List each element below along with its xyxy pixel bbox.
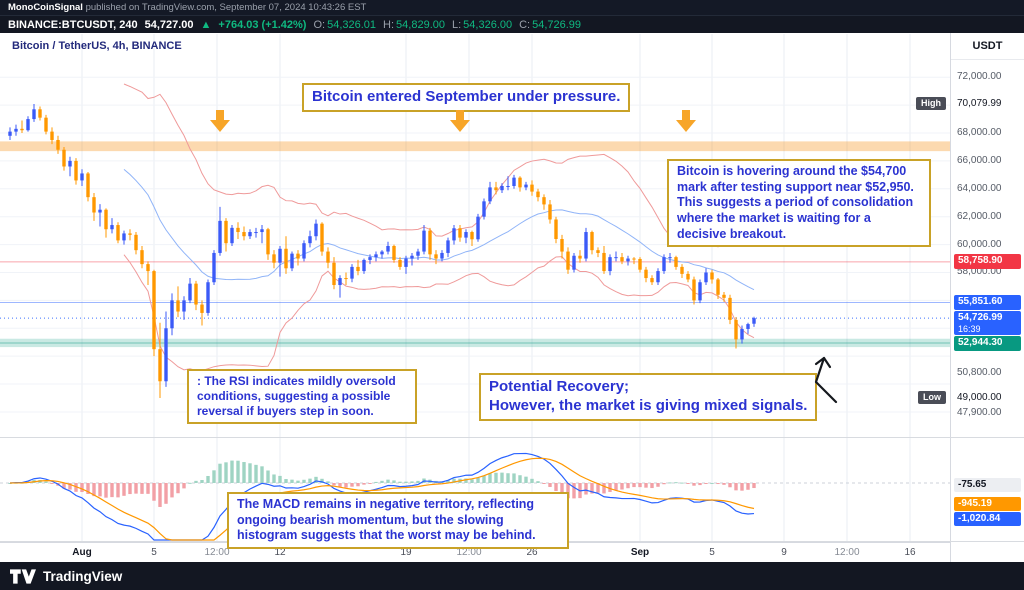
recovery-line1: Potential Recovery; xyxy=(489,378,630,395)
time-axis-tick: 19 xyxy=(400,547,412,558)
time-axis-tick: 5 xyxy=(151,547,157,558)
pane-divider[interactable] xyxy=(0,437,1024,438)
down-arrow-icon[interactable] xyxy=(210,110,230,132)
publish-info: published on TradingView.com, September … xyxy=(82,2,367,13)
footer-bar: TradingView xyxy=(0,562,1024,590)
time-axis-tick: 12:00 xyxy=(456,547,482,558)
price-axis-tick: 64,000.00 xyxy=(957,182,1002,194)
price-axis-tick: 60,000.00 xyxy=(957,238,1002,250)
chart-background xyxy=(0,33,1024,562)
price-level-badge: 52,944.30 xyxy=(954,335,1021,351)
price-axis[interactable]: USDT 72,000.00 68,000.00 66,000.00 64,000.0… xyxy=(950,33,1024,562)
axis-separator xyxy=(951,59,1024,60)
time-axis-tick: 12:00 xyxy=(204,547,230,558)
price-axis-tick: 47,900.00 xyxy=(957,407,1002,419)
ohlc-close: C: 54,726.99 xyxy=(519,18,582,31)
symbol-bar: BINANCE:BTCUSDT, 240 54,727.00 ▲ +764.03… xyxy=(0,15,1024,33)
time-axis-tick: 16 xyxy=(904,547,916,558)
low-value-label: 49,000.00 xyxy=(957,392,1002,403)
time-axis-tick: 5 xyxy=(709,547,715,558)
time-axis-tick: 26 xyxy=(526,547,538,558)
ohlc-low: L: 54,326.00 xyxy=(451,18,513,31)
current-price-badge: 54,726.99 16:39 xyxy=(954,310,1021,335)
headline-callout[interactable]: Bitcoin entered September under pressure… xyxy=(302,83,631,112)
price-axis-tick: 66,000.00 xyxy=(957,154,1002,166)
time-axis-tick: 12:00 xyxy=(834,547,860,558)
rsi-callout[interactable]: : The RSI indicates mildly oversold cond… xyxy=(187,369,417,424)
price-axis-tick: 62,000.00 xyxy=(957,210,1002,222)
macd-note-text: The MACD remains in negative territory, … xyxy=(237,497,536,543)
consolidation-text: Bitcoin is hovering around the $54,700 m… xyxy=(677,164,914,241)
high-marker-pill: High xyxy=(916,97,946,110)
time-axis-tick: Sep xyxy=(630,547,650,558)
ohlc-open: O: 54,326.01 xyxy=(313,18,377,31)
ohlc-high: H: 54,829.00 xyxy=(383,18,445,31)
macd-value-badge: -1,020.84 xyxy=(954,511,1021,526)
recovery-callout[interactable]: Potential Recovery; However, the market … xyxy=(479,373,818,421)
consolidation-callout[interactable]: Bitcoin is hovering around the $54,700 m… xyxy=(667,159,931,248)
macd-callout[interactable]: The MACD remains in negative territory, … xyxy=(227,492,569,549)
price-axis-tick: 72,000.00 xyxy=(957,71,1002,83)
last-price: 54,727.00 xyxy=(144,18,194,31)
price-level-badge: 55,851.60 xyxy=(954,294,1021,310)
publish-bar: MonoCoinSignal published on TradingView.… xyxy=(0,0,1024,15)
tradingview-logo-icon[interactable] xyxy=(10,568,36,584)
publisher-name: MonoCoinSignal xyxy=(8,2,83,13)
rsi-text: : The RSI indicates mildly oversold cond… xyxy=(197,374,396,418)
price-level-badge: 58,758.90 xyxy=(954,254,1021,270)
headline-text: Bitcoin entered September under pressure… xyxy=(312,88,621,105)
low-marker-pill: Low xyxy=(918,391,946,404)
down-arrow-icon[interactable] xyxy=(450,110,470,132)
price-axis-tick: 50,800.00 xyxy=(957,366,1002,378)
up-triangle-icon: ▲ xyxy=(200,18,212,31)
trend-arrow-drawing[interactable] xyxy=(800,344,844,411)
time-axis-tick: 12 xyxy=(274,547,286,558)
price-change: +764.03 (+1.42%) xyxy=(218,18,307,31)
time-axis-tick: Aug xyxy=(72,547,92,558)
high-value-label: 70,079.99 xyxy=(957,98,1002,109)
price-axis-tick: 68,000.00 xyxy=(957,127,1002,138)
price-axis-tick: 58,000.00 xyxy=(957,266,1002,278)
time-axis-tick: 9 xyxy=(781,547,787,558)
symbol-name[interactable]: BINANCE:BTCUSDT, 240 xyxy=(8,18,138,31)
down-arrow-icon[interactable] xyxy=(676,110,696,132)
axis-currency-label: USDT xyxy=(972,40,1003,52)
macd-value-badge: -945.19 xyxy=(954,496,1021,511)
macd-value-badge: -75.65 xyxy=(954,477,1021,492)
footer-brand[interactable]: TradingView xyxy=(43,568,123,584)
chart-legend-title[interactable]: Bitcoin / TetherUS, 4h, BINANCE xyxy=(12,40,182,52)
recovery-line2: However, the market is giving mixed sign… xyxy=(489,396,808,414)
